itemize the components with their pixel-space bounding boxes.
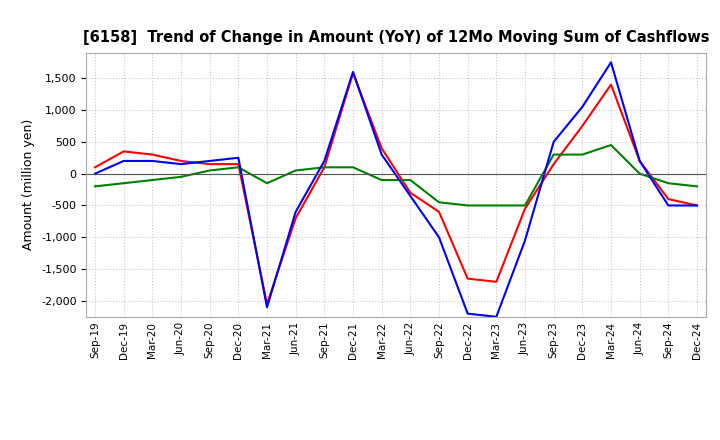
Free Cashflow bbox=[348, 69, 357, 74]
Free Cashflow bbox=[607, 60, 616, 65]
Free Cashflow bbox=[435, 235, 444, 240]
Investing Cashflow bbox=[406, 177, 415, 183]
Operating Cashflow bbox=[377, 146, 386, 151]
Operating Cashflow bbox=[635, 158, 644, 164]
Free Cashflow bbox=[320, 158, 328, 164]
Free Cashflow bbox=[234, 155, 243, 161]
Free Cashflow bbox=[664, 203, 672, 208]
Investing Cashflow bbox=[348, 165, 357, 170]
Free Cashflow bbox=[263, 304, 271, 310]
Investing Cashflow bbox=[263, 180, 271, 186]
Free Cashflow bbox=[176, 161, 185, 167]
Operating Cashflow bbox=[320, 165, 328, 170]
Operating Cashflow bbox=[91, 165, 99, 170]
Free Cashflow bbox=[148, 158, 157, 164]
Investing Cashflow bbox=[607, 143, 616, 148]
Investing Cashflow bbox=[464, 203, 472, 208]
Operating Cashflow bbox=[120, 149, 128, 154]
Operating Cashflow bbox=[263, 301, 271, 307]
Operating Cashflow bbox=[664, 197, 672, 202]
Free Cashflow bbox=[406, 193, 415, 198]
Investing Cashflow bbox=[205, 168, 214, 173]
Operating Cashflow bbox=[348, 70, 357, 76]
Investing Cashflow bbox=[521, 203, 529, 208]
Investing Cashflow bbox=[549, 152, 558, 157]
Operating Cashflow bbox=[205, 161, 214, 167]
Investing Cashflow bbox=[120, 180, 128, 186]
Investing Cashflow bbox=[664, 180, 672, 186]
Free Cashflow bbox=[693, 203, 701, 208]
Investing Cashflow bbox=[635, 171, 644, 176]
Investing Cashflow bbox=[91, 184, 99, 189]
Line: Free Cashflow: Free Cashflow bbox=[95, 62, 697, 317]
Operating Cashflow bbox=[435, 209, 444, 214]
Operating Cashflow bbox=[176, 158, 185, 164]
Investing Cashflow bbox=[320, 165, 328, 170]
Line: Investing Cashflow: Investing Cashflow bbox=[95, 145, 697, 205]
Free Cashflow bbox=[464, 311, 472, 316]
Investing Cashflow bbox=[578, 152, 587, 157]
Free Cashflow bbox=[292, 209, 300, 214]
Operating Cashflow bbox=[464, 276, 472, 281]
Operating Cashflow bbox=[578, 123, 587, 128]
Free Cashflow bbox=[205, 158, 214, 164]
Line: Operating Cashflow: Operating Cashflow bbox=[95, 73, 697, 304]
Free Cashflow bbox=[377, 152, 386, 157]
Title: [6158]  Trend of Change in Amount (YoY) of 12Mo Moving Sum of Cashflows: [6158] Trend of Change in Amount (YoY) o… bbox=[83, 29, 709, 45]
Y-axis label: Amount (million yen): Amount (million yen) bbox=[22, 119, 35, 250]
Investing Cashflow bbox=[148, 177, 157, 183]
Free Cashflow bbox=[492, 314, 500, 319]
Operating Cashflow bbox=[521, 206, 529, 211]
Free Cashflow bbox=[549, 139, 558, 144]
Free Cashflow bbox=[578, 104, 587, 110]
Investing Cashflow bbox=[176, 174, 185, 180]
Free Cashflow bbox=[521, 238, 529, 243]
Operating Cashflow bbox=[693, 203, 701, 208]
Investing Cashflow bbox=[435, 200, 444, 205]
Investing Cashflow bbox=[292, 168, 300, 173]
Investing Cashflow bbox=[377, 177, 386, 183]
Free Cashflow bbox=[91, 171, 99, 176]
Investing Cashflow bbox=[234, 165, 243, 170]
Operating Cashflow bbox=[406, 190, 415, 195]
Operating Cashflow bbox=[492, 279, 500, 284]
Operating Cashflow bbox=[148, 152, 157, 157]
Operating Cashflow bbox=[292, 216, 300, 221]
Operating Cashflow bbox=[549, 161, 558, 167]
Operating Cashflow bbox=[607, 82, 616, 87]
Investing Cashflow bbox=[693, 184, 701, 189]
Free Cashflow bbox=[635, 158, 644, 164]
Free Cashflow bbox=[120, 158, 128, 164]
Investing Cashflow bbox=[492, 203, 500, 208]
Operating Cashflow bbox=[234, 161, 243, 167]
